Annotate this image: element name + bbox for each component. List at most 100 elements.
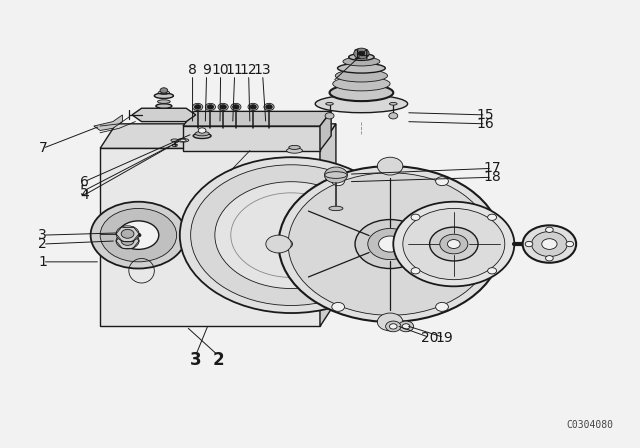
Text: 11: 11 xyxy=(226,64,243,78)
Circle shape xyxy=(250,105,256,109)
Polygon shape xyxy=(320,112,331,151)
Ellipse shape xyxy=(324,172,347,178)
Text: 20: 20 xyxy=(421,331,438,345)
Text: 13: 13 xyxy=(254,64,271,78)
Ellipse shape xyxy=(195,131,209,136)
Circle shape xyxy=(324,167,348,183)
Circle shape xyxy=(266,105,272,109)
Ellipse shape xyxy=(156,104,172,108)
Circle shape xyxy=(429,227,478,261)
Circle shape xyxy=(116,226,139,242)
Circle shape xyxy=(398,321,413,332)
Polygon shape xyxy=(100,124,336,148)
Ellipse shape xyxy=(193,133,211,138)
Text: 12: 12 xyxy=(240,64,257,78)
Circle shape xyxy=(358,51,365,56)
Circle shape xyxy=(368,228,412,260)
Circle shape xyxy=(215,182,368,289)
Circle shape xyxy=(394,202,515,286)
Circle shape xyxy=(278,166,502,322)
Ellipse shape xyxy=(390,103,397,105)
Circle shape xyxy=(355,220,425,268)
Circle shape xyxy=(390,324,397,329)
Circle shape xyxy=(440,234,468,254)
Text: 3: 3 xyxy=(190,351,202,369)
Polygon shape xyxy=(100,148,320,327)
Ellipse shape xyxy=(154,93,173,99)
Circle shape xyxy=(354,48,369,59)
Circle shape xyxy=(379,236,401,252)
Circle shape xyxy=(402,324,410,329)
Circle shape xyxy=(233,105,239,109)
Circle shape xyxy=(180,157,403,313)
Text: 19: 19 xyxy=(435,331,453,345)
Ellipse shape xyxy=(333,77,390,91)
Circle shape xyxy=(266,235,291,253)
Text: 16: 16 xyxy=(477,117,495,131)
Circle shape xyxy=(525,241,533,247)
Circle shape xyxy=(100,208,177,262)
Circle shape xyxy=(389,113,397,119)
Circle shape xyxy=(218,103,228,111)
Text: 15: 15 xyxy=(477,108,495,122)
Circle shape xyxy=(541,239,557,250)
Ellipse shape xyxy=(343,57,380,66)
Circle shape xyxy=(220,105,227,109)
Circle shape xyxy=(378,313,403,331)
Text: 14: 14 xyxy=(353,48,370,62)
Text: 5: 5 xyxy=(80,184,88,198)
Circle shape xyxy=(325,113,334,119)
Circle shape xyxy=(403,208,505,280)
Text: 10: 10 xyxy=(212,64,229,78)
Circle shape xyxy=(488,240,500,249)
Circle shape xyxy=(193,103,203,111)
Text: 4: 4 xyxy=(80,188,88,202)
Polygon shape xyxy=(94,115,122,130)
Circle shape xyxy=(136,233,141,237)
Circle shape xyxy=(545,256,553,261)
Circle shape xyxy=(386,321,401,332)
Ellipse shape xyxy=(171,139,179,142)
Circle shape xyxy=(116,233,139,249)
Circle shape xyxy=(411,267,420,274)
Ellipse shape xyxy=(172,145,177,146)
Text: 7: 7 xyxy=(38,141,47,155)
Circle shape xyxy=(280,240,292,249)
Circle shape xyxy=(532,232,567,257)
Text: 2: 2 xyxy=(212,351,224,369)
Text: 8: 8 xyxy=(188,64,197,78)
Text: 6: 6 xyxy=(80,175,89,189)
Ellipse shape xyxy=(289,146,300,150)
Circle shape xyxy=(411,214,420,220)
Text: 1: 1 xyxy=(38,255,47,269)
Ellipse shape xyxy=(329,206,343,211)
Ellipse shape xyxy=(316,95,408,113)
Text: 3: 3 xyxy=(38,228,47,242)
Text: 18: 18 xyxy=(483,170,501,184)
Ellipse shape xyxy=(349,54,374,60)
Circle shape xyxy=(195,105,201,109)
Circle shape xyxy=(332,177,344,185)
Circle shape xyxy=(489,235,515,253)
Circle shape xyxy=(191,165,392,306)
Circle shape xyxy=(523,225,576,263)
Ellipse shape xyxy=(326,103,333,105)
Polygon shape xyxy=(183,126,320,151)
Circle shape xyxy=(121,229,134,238)
Polygon shape xyxy=(320,124,336,327)
Circle shape xyxy=(91,202,186,268)
Circle shape xyxy=(205,103,216,111)
Circle shape xyxy=(160,88,168,93)
Circle shape xyxy=(231,103,241,111)
Circle shape xyxy=(248,103,258,111)
Circle shape xyxy=(378,157,403,175)
Circle shape xyxy=(332,302,344,311)
Ellipse shape xyxy=(337,63,385,73)
Circle shape xyxy=(118,221,159,250)
Circle shape xyxy=(545,227,553,233)
Ellipse shape xyxy=(287,148,303,153)
Ellipse shape xyxy=(180,139,186,142)
Ellipse shape xyxy=(335,69,388,82)
Circle shape xyxy=(207,105,214,109)
Circle shape xyxy=(436,177,449,185)
